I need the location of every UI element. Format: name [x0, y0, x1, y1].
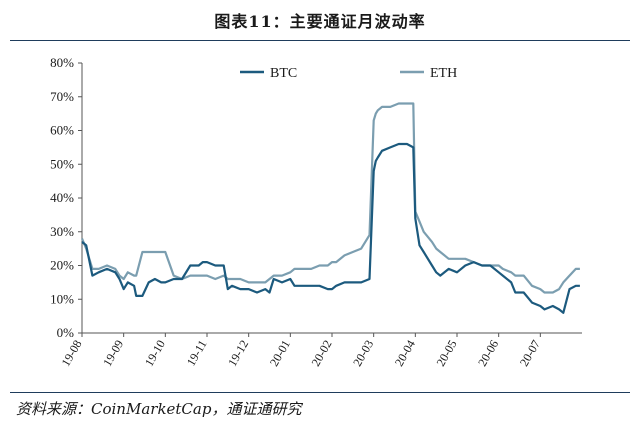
x-tick-label: 19-12: [225, 338, 251, 369]
x-tick-label: 20-01: [267, 338, 293, 369]
y-tick-label: 0%: [57, 325, 75, 340]
x-tick-label: 20-02: [308, 338, 334, 369]
bottom-rule: [10, 392, 630, 393]
y-tick-label: 30%: [50, 224, 74, 239]
x-tick-label: 19-11: [184, 338, 210, 369]
x-tick-label: 19-10: [142, 338, 168, 369]
y-tick-label: 10%: [50, 291, 74, 306]
axes: [81, 63, 582, 334]
y-axis-ticks: 0% 10% 20% 30% 40% 50% 60% 70% 80%: [50, 55, 82, 340]
legend: BTC ETH: [240, 66, 457, 81]
source-note: 资料来源：CoinMarketCap，通证通研究: [16, 400, 302, 418]
series-line-eth: [80, 102, 580, 294]
x-axis-ticks: 19-08 19-09 19-10 19-11 19-12 20-01 20-02 20-03…: [58, 333, 543, 369]
x-tick-label: 20-04: [392, 338, 418, 369]
series-lines: [80, 102, 580, 314]
legend-label-btc: BTC: [270, 66, 297, 81]
x-tick-label: 19-08: [58, 338, 84, 369]
x-tick-label: 20-03: [350, 338, 376, 369]
y-tick-label: 20%: [50, 258, 74, 273]
series-line-btc: [81, 142, 580, 314]
x-tick-label: 19-09: [100, 338, 126, 369]
y-tick-label: 40%: [50, 190, 74, 205]
legend-label-eth: ETH: [430, 66, 457, 81]
x-tick-label: 20-07: [517, 338, 543, 369]
y-tick-label: 60%: [50, 123, 74, 138]
top-rule: [10, 40, 630, 41]
y-tick-label: 70%: [50, 89, 74, 104]
y-tick-label: 80%: [50, 55, 74, 70]
chart-title: 图表11：主要通证月波动率: [214, 12, 426, 31]
y-tick-label: 50%: [50, 156, 74, 171]
volatility-chart: 0%10%20%30%40%50%60%70%80% 19-08 19-09 19-…: [50, 55, 582, 369]
x-tick-label: 20-05: [433, 338, 459, 369]
x-tick-label: 20-06: [475, 337, 501, 368]
